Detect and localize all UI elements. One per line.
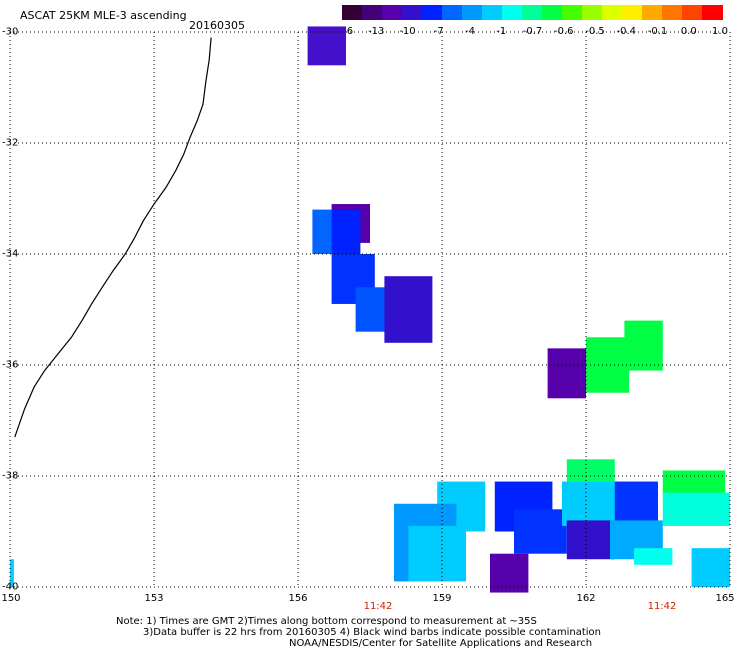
latitude-tick-label: -30 — [2, 26, 19, 38]
colorbar-segment — [462, 5, 483, 20]
colorbar-segment — [482, 5, 503, 20]
wind-cell — [691, 548, 730, 587]
colorbar-segment — [382, 5, 403, 20]
latitude-tick-label: -32 — [2, 137, 19, 149]
colorbar-segment — [602, 5, 623, 20]
wind-cell — [10, 559, 14, 587]
wind-cell — [566, 459, 615, 482]
colorbar-segment — [642, 5, 663, 20]
colorbar-segment — [702, 5, 723, 20]
longitude-tick-label: 162 — [576, 593, 596, 604]
time-mark-1: 11:42 — [363, 601, 393, 612]
colorbar-segment — [562, 5, 583, 20]
time-mark-2: 11:42 — [647, 601, 677, 612]
note-line-3: NOAA/NESDIS/Center for Satellite Applica… — [289, 638, 593, 649]
colorbar-segment — [402, 5, 423, 20]
colorbar-tick-label: -10 — [399, 26, 416, 37]
latitude-tick-label: -34 — [2, 248, 19, 260]
colorbar-tick-label: -0.6 — [553, 26, 574, 37]
colorbar-segment — [342, 5, 363, 20]
wind-cell — [307, 26, 346, 66]
wind-cell — [514, 509, 567, 554]
latitude-tick-label: -38 — [2, 470, 19, 482]
map-date: 20160305 — [189, 19, 245, 32]
colorbar-tick-label: -0.7 — [522, 26, 543, 37]
wind-cell — [566, 520, 615, 560]
longitude-tick-label: 156 — [288, 593, 308, 604]
wind-cell — [614, 481, 658, 526]
colorbar-segment — [582, 5, 603, 20]
colorbar-segment — [522, 5, 543, 20]
longitude-tick-label: 150 — [1, 593, 21, 604]
longitude-tick-label: 159 — [432, 593, 452, 604]
latitude-tick-label: -40 — [2, 581, 19, 593]
colorbar-tick-label: 1.0 — [712, 26, 728, 37]
longitude-tick-label: 165 — [715, 593, 735, 604]
colorbar-tick-label: -1 — [496, 26, 507, 37]
wind-cell — [490, 553, 529, 593]
coastline — [14, 37, 212, 438]
wind-cell — [331, 209, 361, 254]
wind-cell — [408, 525, 466, 582]
wind-cell — [624, 320, 663, 371]
wind-cell — [384, 276, 433, 343]
note-line-2: 3)Data buffer is 22 hrs from 20160305 4)… — [143, 627, 601, 638]
latitude-tick-label: -36 — [2, 359, 19, 371]
colorbar-segment — [542, 5, 563, 20]
colorbar-segment — [662, 5, 683, 20]
wind-cell — [634, 548, 673, 565]
map-title: ASCAT 25KM MLE-3 ascending — [20, 9, 187, 22]
colorbar-tick-label: 0.0 — [680, 26, 697, 37]
colorbar-tick-label: -13 — [368, 26, 385, 37]
colorbar — [342, 5, 723, 20]
colorbar-segment — [362, 5, 383, 20]
note-line-1: Note: 1) Times are GMT 2)Times along bot… — [116, 616, 537, 627]
colorbar-segment — [442, 5, 463, 20]
colorbar-segment — [502, 5, 523, 20]
longitude-tick-label: 153 — [144, 593, 164, 604]
colorbar-tick-label: -0.1 — [647, 26, 668, 37]
colorbar-segment — [682, 5, 703, 20]
colorbar-segment — [422, 5, 443, 20]
wind-cell — [562, 481, 625, 526]
wind-cell — [355, 287, 390, 332]
wind-cell — [662, 492, 730, 526]
colorbar-segment — [622, 5, 643, 20]
wind-cell — [547, 348, 586, 399]
